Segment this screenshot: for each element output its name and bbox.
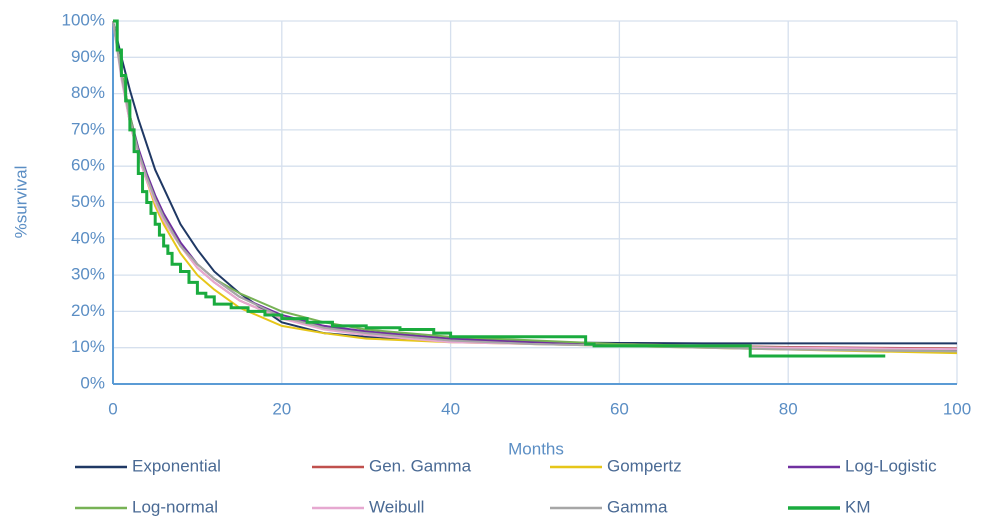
y-tick-label: 90% [71, 47, 105, 66]
x-axis-label: Months [508, 439, 564, 458]
legend-label: Exponential [132, 456, 221, 475]
y-tick-label: 20% [71, 301, 105, 320]
y-tick-label: 30% [71, 265, 105, 284]
series-line [112, 20, 958, 355]
y-tick-label: 10% [71, 337, 105, 356]
x-tick-label: 40 [441, 399, 460, 418]
y-tick-label: 80% [71, 83, 105, 102]
x-tick-label: 0 [108, 399, 117, 418]
x-tick-label: 100 [943, 399, 971, 418]
legend-label: KM [845, 497, 871, 516]
y-tick-label: 0% [80, 373, 105, 392]
series-line [112, 20, 958, 353]
x-tick-label: 60 [610, 399, 629, 418]
legend-label: Log-normal [132, 497, 218, 516]
legend-label: Gen. Gamma [369, 456, 472, 475]
legend-label: Weibull [369, 497, 424, 516]
x-tick-label: 20 [272, 399, 291, 418]
y-tick-label: 100% [62, 10, 105, 29]
y-axis-label: %survival [11, 166, 30, 239]
x-tick-label: 80 [779, 399, 798, 418]
y-tick-label: 70% [71, 119, 105, 138]
series-line [112, 20, 957, 345]
series-line [112, 20, 958, 351]
series-line [112, 20, 958, 353]
y-tick-label: 50% [71, 192, 105, 211]
series-line [113, 19, 886, 358]
legend-label: Gamma [607, 497, 668, 516]
y-tick-label: 60% [71, 156, 105, 175]
legend-label: Log-Logistic [845, 456, 937, 475]
legend-label: Gompertz [607, 456, 682, 475]
y-tick-label: 40% [71, 228, 105, 247]
